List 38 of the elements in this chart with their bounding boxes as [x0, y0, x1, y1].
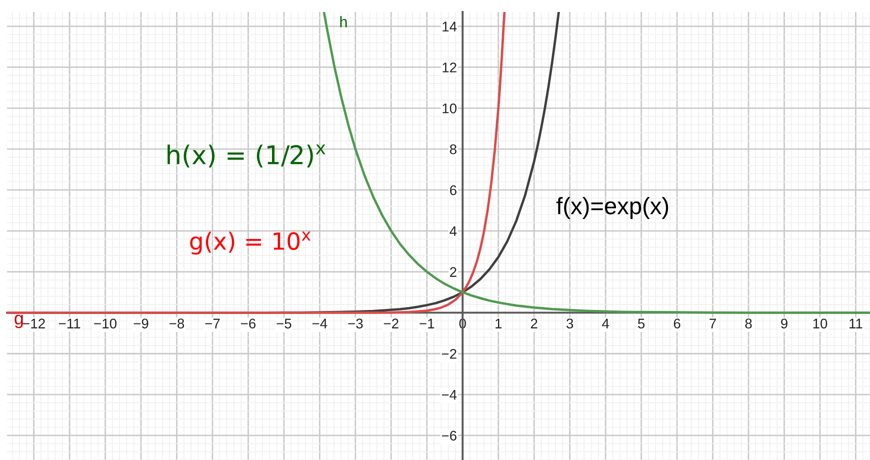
x-tick-label: 5: [638, 318, 645, 328]
y-tick-label: 14: [442, 22, 457, 32]
series-label: g: [14, 314, 23, 328]
annotation: h(x) = (1/2)$^{x}$: [168, 144, 326, 168]
x-tick-label: −8: [170, 318, 184, 328]
y-tick-label: 2: [450, 267, 456, 277]
annotation: g(x) = 10$^{x}$: [190, 232, 311, 255]
x-tick-label: −3: [348, 318, 363, 328]
x-tick-label: −1: [420, 318, 434, 328]
x-tick-label: 6: [674, 318, 680, 328]
x-tick-label: 4: [602, 318, 610, 328]
x-tick-label: −7: [205, 318, 220, 328]
x-tick-label: 3: [566, 318, 574, 328]
x-tick-label: 7: [710, 318, 716, 328]
x-tick-label: −12: [22, 318, 45, 328]
x-tick-label: −11: [58, 318, 80, 328]
x-tick-label: 11: [850, 318, 862, 328]
y-tick-label: 6: [450, 185, 456, 196]
annotation: f(x)=exp(x): [556, 196, 668, 220]
y-tick-label: 12: [442, 62, 456, 72]
x-tick-label: −9: [134, 318, 148, 328]
x-tick-label: 9: [781, 318, 788, 328]
x-tick-label: 10: [813, 318, 828, 328]
x-tick-label: −6: [240, 318, 256, 328]
y-tick-label: 8: [450, 144, 456, 154]
y-tick-label: 10: [442, 103, 457, 114]
y-tick-label: −6: [442, 430, 456, 441]
x-tick-label: −4: [312, 318, 328, 328]
x-tick-label: −5: [276, 318, 292, 328]
y-tick-label: −4: [442, 390, 457, 400]
x-tick-label: −10: [94, 318, 117, 328]
x-tick-label: 8: [745, 318, 752, 328]
y-tick-label: 4: [450, 226, 457, 236]
x-tick-label: 2: [530, 318, 538, 328]
x-tick-label: −2: [384, 318, 398, 328]
y-tick-label: −2: [442, 348, 456, 359]
x-tick-label: 1: [496, 318, 502, 328]
series-label: h: [340, 16, 347, 28]
